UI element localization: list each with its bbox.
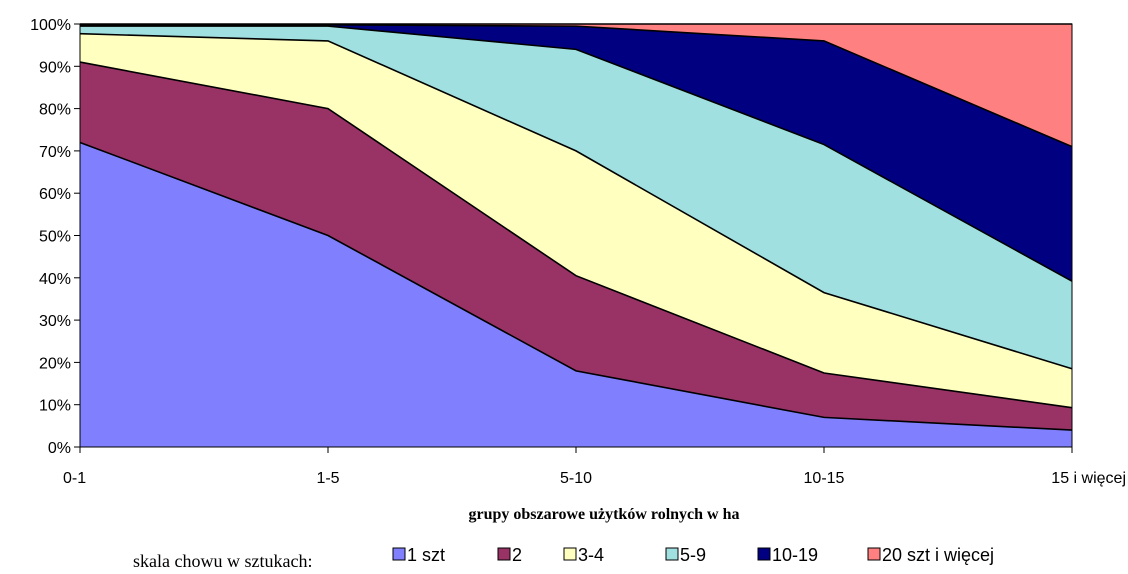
area-series-5 <box>80 24 1072 282</box>
area-boundary-line-1 <box>79 141 1073 431</box>
legend-label: 10-19 <box>772 545 818 565</box>
x-tick-label: 1-5 <box>316 470 339 487</box>
x-tick-label: 10-15 <box>804 470 845 487</box>
area-series-1 <box>80 142 1072 447</box>
areas-layer <box>79 23 1073 447</box>
legend-swatch <box>563 547 577 561</box>
legend-swatch <box>392 547 406 561</box>
x-tick-label: 15 i więcej <box>1051 470 1126 487</box>
y-tick-labels: 0% 10% 20% 30% 40% 50% 60% 70% 80% 90% 100% <box>30 17 71 457</box>
y-tick-label: 40% <box>39 271 71 288</box>
legend-label: 2 <box>512 545 522 565</box>
legend-swatch <box>665 547 679 561</box>
area-series-6 <box>80 24 1072 147</box>
y-tick-label: 50% <box>39 229 71 246</box>
x-tick-label: 5-10 <box>560 470 592 487</box>
legend-label: 1 szt <box>407 545 445 565</box>
legend-swatch <box>867 547 881 561</box>
area-series-3 <box>80 33 1072 408</box>
area-boundary-line-2 <box>79 61 1073 409</box>
legend: skala chowu w sztukach: 1 szt 2 3-4 5-9 10-1… <box>133 545 994 571</box>
y-tick-label: 30% <box>39 313 71 330</box>
area-boundary-line-3 <box>79 32 1073 370</box>
area-series-4 <box>80 26 1072 369</box>
area-series-2 <box>80 62 1072 431</box>
area-boundary-line-5 <box>80 24 1073 148</box>
y-tick-label: 60% <box>39 186 71 203</box>
y-tick-label: 80% <box>39 102 71 119</box>
y-tick-label: 100% <box>30 17 71 34</box>
legend-label: 5-9 <box>680 545 706 565</box>
y-tick-label: 10% <box>39 398 71 415</box>
legend-swatch <box>497 547 511 561</box>
x-axis-title: grupy obszarowe użytków rolnych w ha <box>469 506 740 523</box>
legend-title: skala chowu w sztukach: <box>133 551 312 571</box>
axes-layer <box>74 23 1073 453</box>
legend-label: 3-4 <box>578 545 604 565</box>
y-tick-label: 70% <box>39 144 71 161</box>
y-tick-label: 0% <box>48 440 71 457</box>
legend-label: 20 szt i więcej <box>882 545 994 565</box>
area-boundary-line-4 <box>80 25 1073 282</box>
legend-swatch <box>757 547 771 561</box>
y-tick-label: 20% <box>39 355 71 372</box>
y-tick-label: 90% <box>39 59 71 76</box>
x-tick-label: 0-1 <box>63 470 86 487</box>
x-tick-labels: 0-1 1-5 5-10 10-15 15 i więcej <box>63 470 1126 487</box>
